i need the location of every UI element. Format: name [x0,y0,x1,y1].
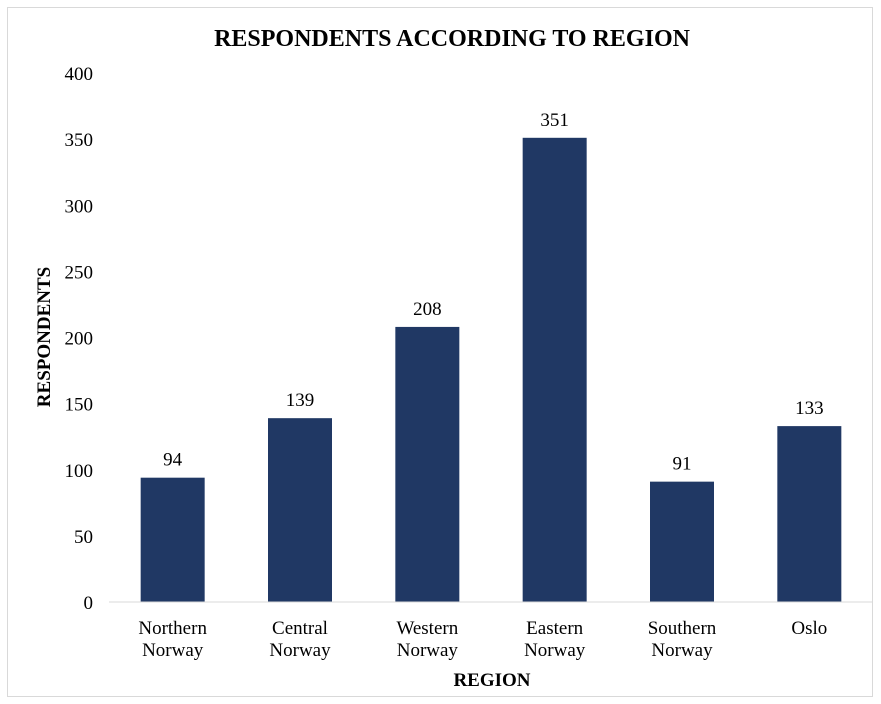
x-axis-title: REGION [453,670,530,691]
x-tick-label: Northern Norway [138,618,207,661]
x-tick-label: Southern Norway [648,618,717,661]
y-tick-label: 150 [65,395,94,416]
y-tick-label: 0 [84,593,94,614]
bar [395,326,460,602]
data-label: 133 [795,398,824,419]
data-label: 351 [540,110,569,131]
y-tick-label: 400 [65,64,94,85]
y-tick-label: 100 [65,461,94,482]
data-labels: 94 139 208 351 91 133 [163,110,823,475]
y-axis-title: RESPONDENTS [34,267,55,407]
data-label: 208 [413,299,442,320]
y-tick-label: 300 [65,196,94,217]
data-label: 94 [163,450,183,471]
x-tick-label: Western Norway [396,618,458,661]
y-tick-label: 50 [74,527,93,548]
bar [522,137,587,603]
bar [777,426,842,602]
x-tick-label: Central Norway [269,618,331,661]
x-tick-label: Eastern Norway [524,618,586,661]
data-label: 91 [673,454,692,475]
chart-title: RESPONDENTS ACCORDING TO REGION [214,26,691,52]
y-tick-label: 250 [65,262,94,283]
bar [140,477,205,602]
x-tick-label: Oslo [791,618,827,639]
y-axis-ticks: 0 50 100 150 200 250 300 350 400 [65,64,94,614]
data-label: 139 [286,390,315,411]
x-axis-ticks: Northern Norway Central Norway Western Norway… [138,618,827,661]
bar [268,418,332,602]
y-tick-label: 350 [65,130,94,151]
bars [140,137,842,603]
y-tick-label: 200 [65,329,94,350]
bar [650,481,714,602]
